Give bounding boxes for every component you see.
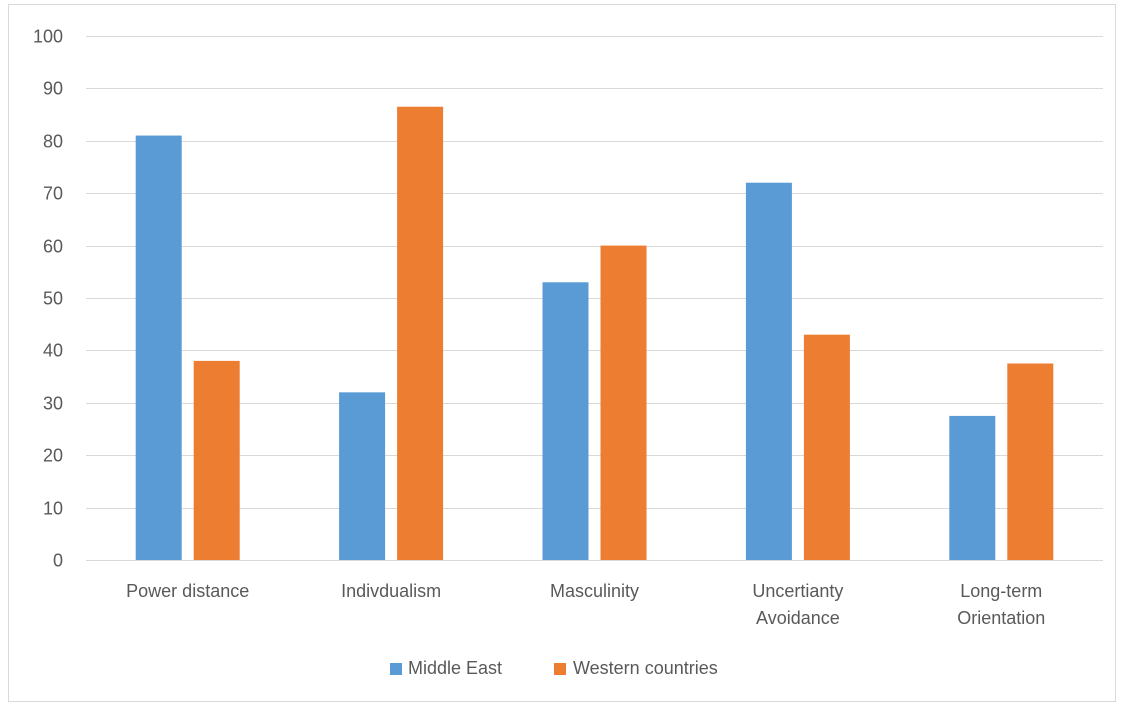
y-tick-label: 60 <box>43 237 63 257</box>
x-category-label-line: Power distance <box>126 581 249 601</box>
x-category-label-line: Indivdualism <box>341 581 441 601</box>
y-tick-label: 100 <box>33 27 63 47</box>
bar <box>600 245 647 560</box>
bar-chart: 0 10 20 30 40 50 60 70 80 90 100 Power distance Ind… <box>33 27 1103 678</box>
gridlines <box>86 36 1103 509</box>
x-category-label-line: Avoidance <box>756 608 840 628</box>
x-category-label-line: Uncertianty <box>752 581 843 601</box>
legend-swatch <box>390 663 402 675</box>
x-category-label-line: Long-term <box>960 581 1042 601</box>
x-category-label: Long-term Orientation <box>957 581 1045 628</box>
y-tick-label: 80 <box>43 132 63 152</box>
bar <box>745 182 792 560</box>
bar <box>193 360 240 560</box>
y-axis-tick-labels: 0 10 20 30 40 50 60 70 80 90 100 <box>33 27 63 571</box>
y-tick-label: 30 <box>43 394 63 414</box>
bar <box>949 415 996 560</box>
y-tick-label: 40 <box>43 341 63 361</box>
bar <box>803 334 850 560</box>
chart-frame: 0 10 20 30 40 50 60 70 80 90 100 Power distance Ind… <box>8 4 1116 702</box>
x-category-label-line: Orientation <box>957 608 1045 628</box>
y-tick-label: 50 <box>43 289 63 309</box>
y-tick-label: 0 <box>53 551 63 571</box>
bar <box>1007 363 1054 560</box>
y-tick-label: 90 <box>43 79 63 99</box>
legend-label: Western countries <box>573 658 718 678</box>
y-tick-label: 10 <box>43 499 63 519</box>
legend-swatch <box>554 663 566 675</box>
bar <box>542 282 589 560</box>
bars <box>135 106 1054 561</box>
x-category-label: Uncertianty Avoidance <box>752 581 843 628</box>
x-category-label-line: Masculinity <box>550 581 639 601</box>
x-axis-category-labels: Power distance Indivdualism Masculinity Unc… <box>126 581 1045 628</box>
x-category-label: Power distance <box>126 581 249 601</box>
bar <box>339 392 386 560</box>
y-tick-label: 70 <box>43 184 63 204</box>
legend-label: Middle East <box>408 658 502 678</box>
bar <box>397 106 444 561</box>
x-category-label: Masculinity <box>550 581 639 601</box>
y-tick-label: 20 <box>43 446 63 466</box>
legend: Middle East Western countries <box>390 658 718 678</box>
bar <box>135 135 182 560</box>
x-category-label: Indivdualism <box>341 581 441 601</box>
